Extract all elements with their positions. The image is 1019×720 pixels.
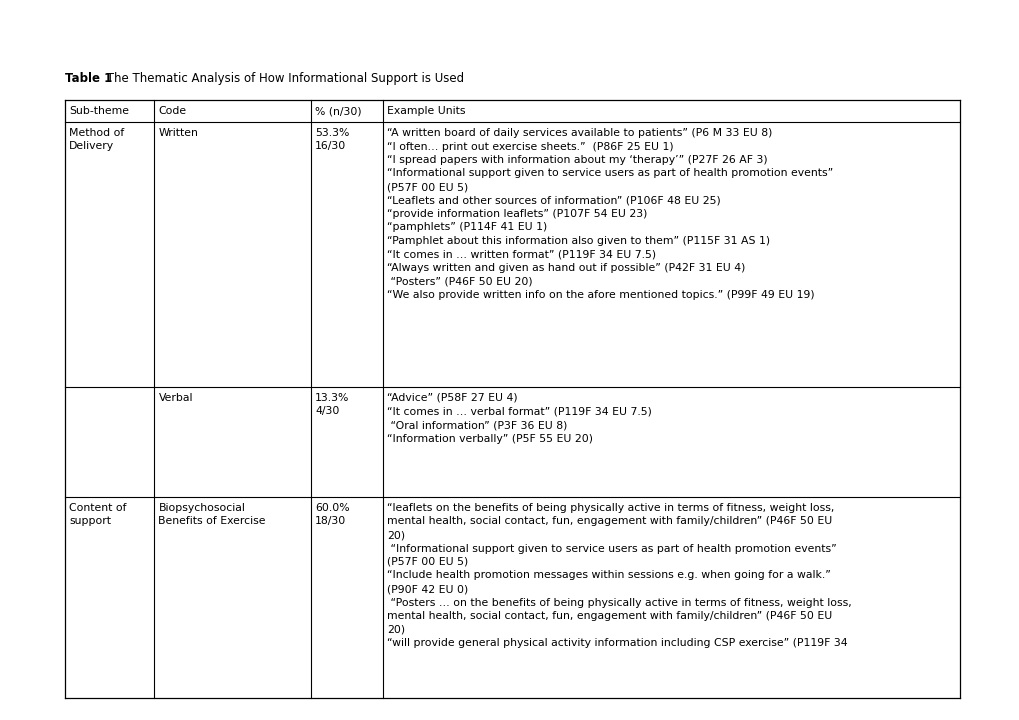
- Text: The Thematic Analysis of How Informational Support is Used: The Thematic Analysis of How Information…: [103, 72, 464, 85]
- Text: Table 1: Table 1: [65, 72, 112, 85]
- Text: Sub-theme: Sub-theme: [69, 106, 128, 116]
- Text: “Leaflets and other sources of information” (P106F 48 EU 25): “Leaflets and other sources of informati…: [386, 196, 719, 205]
- Text: “A written board of daily services available to patients” (P6 M 33 EU 8): “A written board of daily services avail…: [386, 128, 771, 138]
- Text: 20): 20): [386, 624, 405, 634]
- Text: mental health, social contact, fun, engagement with family/children” (P46F 50 EU: mental health, social contact, fun, enga…: [386, 516, 832, 526]
- Text: mental health, social contact, fun, engagement with family/children” (P46F 50 EU: mental health, social contact, fun, enga…: [386, 611, 832, 621]
- Text: “Informational support given to service users as part of health promotion events: “Informational support given to service …: [386, 544, 836, 554]
- Text: “leaflets on the benefits of being physically active in terms of fitness, weight: “leaflets on the benefits of being physi…: [386, 503, 834, 513]
- Text: “It comes in … verbal format” (P119F 34 EU 7.5): “It comes in … verbal format” (P119F 34 …: [386, 407, 651, 416]
- Text: Biopsychosocial
Benefits of Exercise: Biopsychosocial Benefits of Exercise: [158, 503, 266, 526]
- Text: 60.0%
18/30: 60.0% 18/30: [315, 503, 350, 526]
- Text: “Informational support given to service users as part of health promotion events: “Informational support given to service …: [386, 168, 833, 179]
- Text: (P57F 00 EU 5): (P57F 00 EU 5): [386, 557, 468, 567]
- Text: 13.3%
4/30: 13.3% 4/30: [315, 393, 350, 416]
- Text: “I often… print out exercise sheets.”  (P86F 25 EU 1): “I often… print out exercise sheets.” (P…: [386, 142, 673, 151]
- Text: Code: Code: [158, 106, 186, 116]
- Text: “will provide general physical activity information including CSP exercise” (P11: “will provide general physical activity …: [386, 638, 847, 648]
- Text: “Advice” (P58F 27 EU 4): “Advice” (P58F 27 EU 4): [386, 393, 517, 403]
- Text: “Always written and given as hand out if possible” (P42F 31 EU 4): “Always written and given as hand out if…: [386, 263, 744, 273]
- Text: Written: Written: [158, 128, 198, 138]
- Text: Method of
Delivery: Method of Delivery: [69, 128, 124, 151]
- Text: “Information verbally” (P5F 55 EU 20): “Information verbally” (P5F 55 EU 20): [386, 433, 592, 444]
- Text: Content of
support: Content of support: [69, 503, 126, 526]
- Text: “It comes in … written format” (P119F 34 EU 7.5): “It comes in … written format” (P119F 34…: [386, 250, 655, 259]
- Text: “provide information leaflets” (P107F 54 EU 23): “provide information leaflets” (P107F 54…: [386, 209, 646, 219]
- Text: (P90F 42 EU 0): (P90F 42 EU 0): [386, 584, 468, 594]
- Text: “Include health promotion messages within sessions e.g. when going for a walk.”: “Include health promotion messages withi…: [386, 570, 829, 580]
- Text: (P57F 00 EU 5): (P57F 00 EU 5): [386, 182, 468, 192]
- Text: “Pamphlet about this information also given to them” (P115F 31 AS 1): “Pamphlet about this information also gi…: [386, 236, 769, 246]
- Text: “Posters … on the benefits of being physically active in terms of fitness, weigh: “Posters … on the benefits of being phys…: [386, 598, 851, 608]
- Text: Verbal: Verbal: [158, 393, 193, 403]
- Text: 20): 20): [386, 530, 405, 540]
- Text: “Posters” (P46F 50 EU 20): “Posters” (P46F 50 EU 20): [386, 276, 532, 287]
- Text: “I spread papers with information about my ‘therapy’” (P27F 26 AF 3): “I spread papers with information about …: [386, 155, 766, 165]
- Text: “Oral information” (P3F 36 EU 8): “Oral information” (P3F 36 EU 8): [386, 420, 567, 430]
- Text: “pamphlets” (P114F 41 EU 1): “pamphlets” (P114F 41 EU 1): [386, 222, 546, 233]
- Text: 53.3%
16/30: 53.3% 16/30: [315, 128, 350, 151]
- Text: % (n/30): % (n/30): [315, 106, 362, 116]
- Text: “We also provide written info on the afore mentioned topics.” (P99F 49 EU 19): “We also provide written info on the afo…: [386, 290, 813, 300]
- Text: Example Units: Example Units: [386, 106, 465, 116]
